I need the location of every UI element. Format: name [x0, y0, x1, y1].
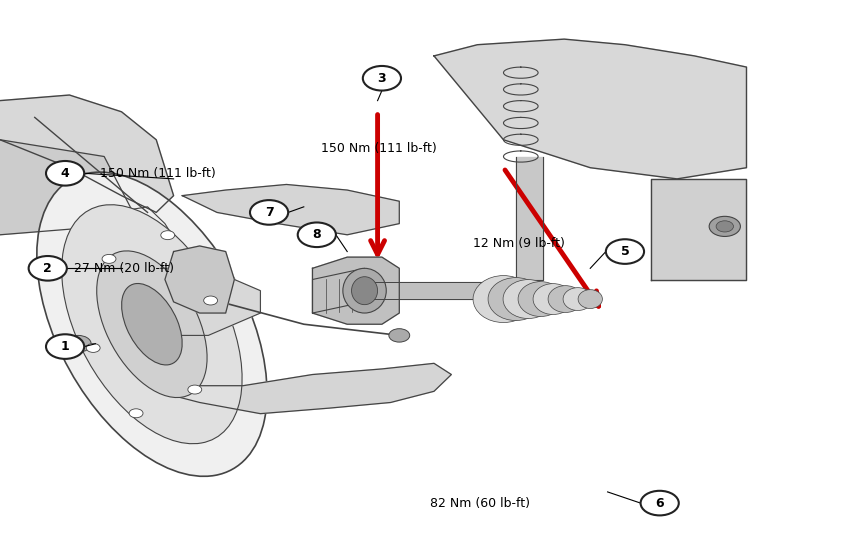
Text: 6: 6	[655, 496, 664, 510]
Ellipse shape	[533, 283, 573, 315]
Text: 4: 4	[61, 167, 69, 180]
Text: 1: 1	[61, 340, 69, 353]
Polygon shape	[434, 39, 746, 179]
Polygon shape	[161, 268, 260, 335]
Text: 150 Nm (111 lb-ft): 150 Nm (111 lb-ft)	[321, 141, 437, 155]
Polygon shape	[651, 179, 746, 280]
Circle shape	[363, 66, 401, 91]
Text: 27 Nm (20 lb-ft): 27 Nm (20 lb-ft)	[74, 262, 174, 275]
Ellipse shape	[62, 205, 242, 444]
Polygon shape	[0, 140, 139, 235]
Circle shape	[298, 222, 336, 247]
Ellipse shape	[518, 282, 563, 316]
Ellipse shape	[578, 290, 602, 309]
Ellipse shape	[129, 409, 143, 418]
Polygon shape	[182, 184, 399, 235]
Ellipse shape	[709, 216, 740, 236]
Ellipse shape	[122, 283, 182, 365]
Text: 7: 7	[265, 206, 273, 219]
Ellipse shape	[102, 254, 116, 263]
Ellipse shape	[548, 286, 582, 312]
Circle shape	[46, 334, 84, 359]
Text: 5: 5	[621, 245, 629, 258]
Ellipse shape	[204, 296, 218, 305]
Ellipse shape	[716, 221, 733, 232]
Ellipse shape	[563, 288, 593, 310]
Circle shape	[250, 200, 288, 225]
Ellipse shape	[343, 268, 386, 313]
Text: 8: 8	[312, 228, 321, 241]
Text: 150 Nm (111 lb-ft): 150 Nm (111 lb-ft)	[100, 167, 215, 180]
Circle shape	[46, 161, 84, 186]
Ellipse shape	[187, 385, 201, 394]
Ellipse shape	[352, 277, 378, 305]
Text: 82 Nm (60 lb-ft): 82 Nm (60 lb-ft)	[430, 496, 529, 510]
Polygon shape	[312, 257, 399, 324]
Ellipse shape	[65, 335, 91, 352]
Text: 2: 2	[43, 262, 52, 275]
Circle shape	[641, 491, 679, 515]
Ellipse shape	[36, 172, 267, 476]
Ellipse shape	[161, 231, 174, 240]
Ellipse shape	[488, 278, 543, 320]
Polygon shape	[156, 363, 451, 414]
Ellipse shape	[86, 343, 100, 352]
Circle shape	[606, 239, 644, 264]
Ellipse shape	[503, 280, 554, 319]
Ellipse shape	[389, 329, 410, 342]
Polygon shape	[0, 95, 174, 212]
Polygon shape	[87, 207, 191, 307]
Ellipse shape	[473, 276, 534, 323]
Ellipse shape	[96, 251, 207, 397]
Text: 12 Nm (9 lb-ft): 12 Nm (9 lb-ft)	[473, 236, 565, 250]
Polygon shape	[165, 246, 234, 313]
Text: 3: 3	[378, 72, 386, 85]
Circle shape	[29, 256, 67, 281]
